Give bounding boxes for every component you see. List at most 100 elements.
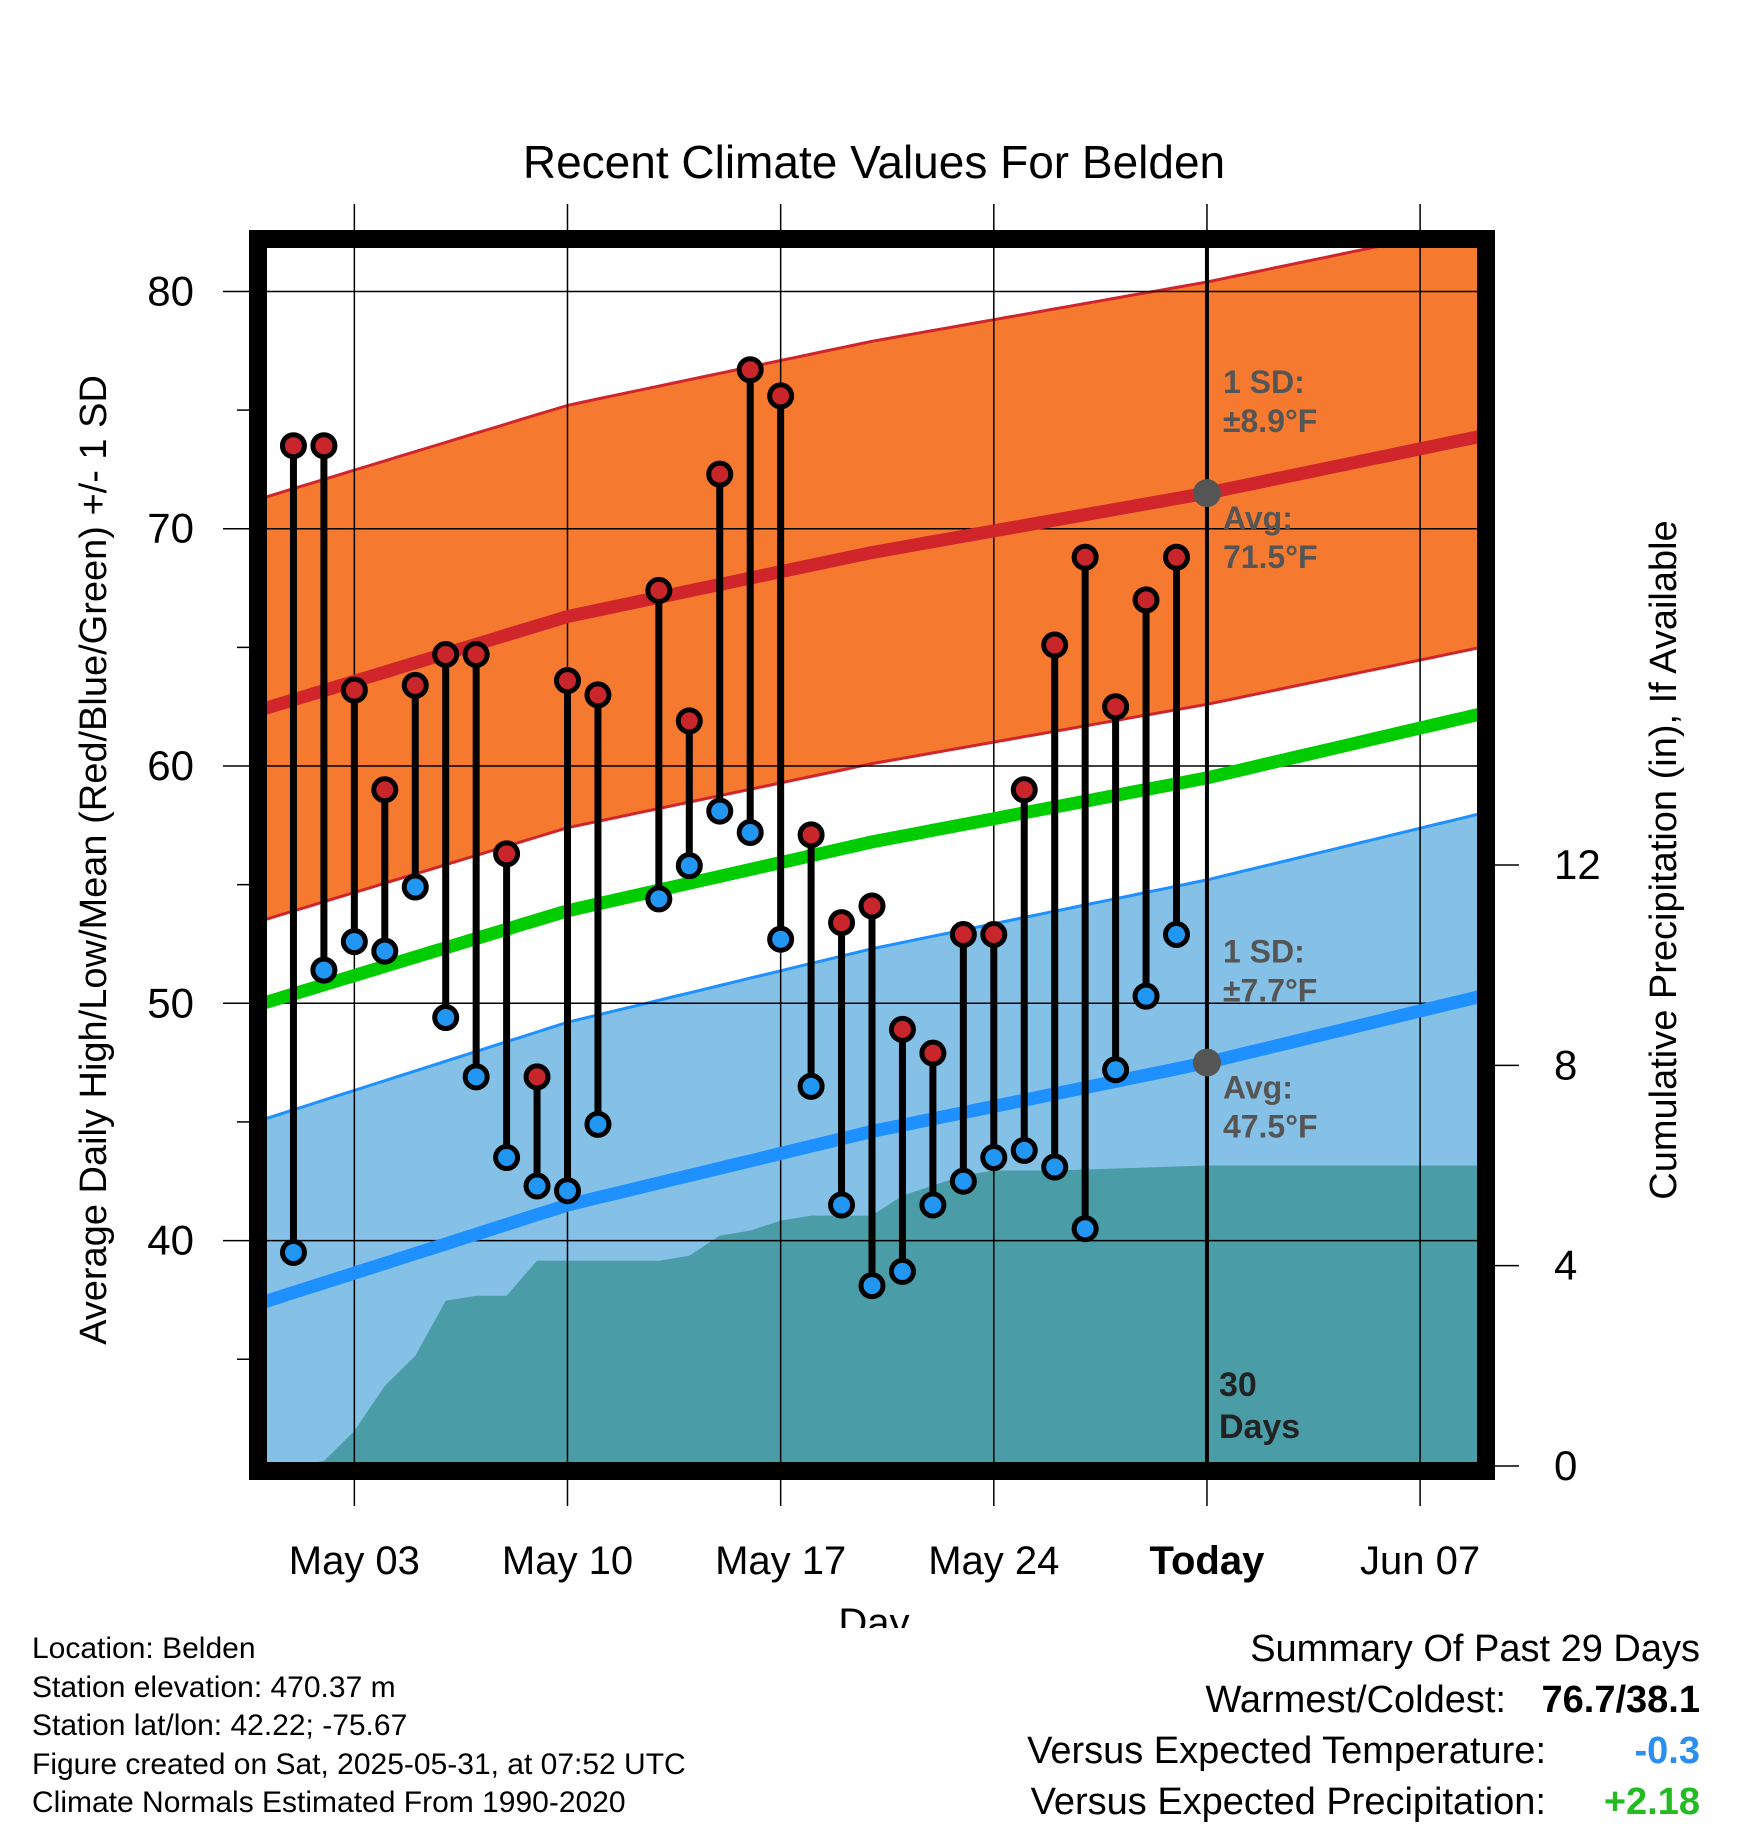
low-point [645, 885, 673, 913]
plot-frame [249, 230, 1495, 1480]
low-point [462, 1063, 490, 1091]
low-point [736, 818, 764, 846]
high-avg-today-marker [1192, 479, 1221, 508]
summary-title: Summary Of Past 29 Days [1250, 1628, 1700, 1670]
climate-chart: Recent Climate Values For Belden 1 SD: ±8… [73, 136, 1685, 1628]
high-point [736, 356, 764, 384]
high-point [919, 1039, 947, 1067]
high-point [706, 460, 734, 488]
low-avg-value: 47.5°F [1223, 1109, 1318, 1145]
low-point [554, 1177, 581, 1205]
low-point [1163, 920, 1190, 948]
high-point [432, 640, 460, 668]
elevation-text: Station elevation: 470.37 m [32, 1670, 396, 1704]
created-text: Figure created on Sat, 2025-05-31, at 07… [32, 1747, 686, 1781]
high-point [858, 892, 886, 920]
window-label-number: 30 [1219, 1366, 1257, 1404]
y-tick-label: 70 [147, 505, 194, 552]
low-point [858, 1272, 886, 1300]
low-point [1041, 1153, 1069, 1181]
summary-temp: Versus Expected Temperature: -0.3 [1027, 1726, 1700, 1777]
x-tick-label: Today [1150, 1539, 1266, 1583]
low-sd-label: 1 SD: [1223, 934, 1305, 970]
low-point [310, 956, 338, 984]
low-point [675, 852, 703, 880]
high-point [1071, 543, 1099, 571]
low-point [493, 1144, 521, 1172]
axes: 40 50 60 70 80 0 4 8 12 May 03 May 10 May 17 May 24 T… [147, 204, 1601, 1583]
high-point [371, 776, 399, 804]
y-tick-label: 40 [147, 1217, 194, 1264]
low-point [828, 1191, 856, 1219]
low-point [797, 1072, 825, 1100]
temp-value: -0.3 [1634, 1730, 1700, 1772]
high-avg-label: Avg: [1223, 500, 1293, 536]
low-point [919, 1191, 947, 1219]
low-point [523, 1172, 551, 1200]
high-point [279, 432, 307, 460]
high-point [554, 667, 581, 695]
warmest-value: 76.7/38.1 [1541, 1679, 1700, 1721]
high-point [401, 671, 429, 699]
high-upper-sd-line [263, 244, 1397, 500]
high-point [949, 920, 977, 948]
high-lower-sd-line [263, 645, 1481, 922]
high-point [1102, 693, 1130, 721]
low-point [1010, 1136, 1038, 1164]
x-tick-label: Jun 07 [1360, 1539, 1480, 1583]
low-point [401, 873, 429, 901]
high-point [310, 432, 338, 460]
window-label-days: Days [1219, 1408, 1300, 1446]
high-point [584, 681, 612, 709]
latlon-text: Station lat/lon: 42.22; -75.67 [32, 1709, 408, 1742]
high-point [523, 1063, 551, 1091]
low-point [1132, 982, 1160, 1010]
high-point [645, 576, 673, 604]
y2-tick-label: 12 [1554, 841, 1601, 888]
warmest-label: Warmest/Coldest: [1205, 1679, 1506, 1721]
low-point [584, 1110, 612, 1138]
high-sd-value: ±8.9°F [1223, 403, 1317, 439]
low-avg-today-marker [1192, 1048, 1221, 1077]
high-point [1010, 776, 1038, 804]
high-point [767, 382, 795, 410]
location-text: Location: Belden [32, 1632, 256, 1665]
x-tick-label: May 10 [502, 1539, 633, 1583]
low-point [949, 1167, 977, 1195]
high-point [828, 909, 856, 937]
low-point [706, 797, 734, 825]
high-point [1132, 586, 1160, 614]
low-point [432, 1004, 460, 1032]
y-axis-label: Average Daily High/Low/Mean (Red/Blue/Gr… [73, 375, 115, 1345]
y2-tick-label: 8 [1554, 1041, 1577, 1088]
low-point [279, 1238, 307, 1266]
low-point [1102, 1056, 1130, 1084]
summary-panel: Summary Of Past 29 Days Warmest/Coldest:… [1027, 1624, 1700, 1828]
chart-title: Recent Climate Values For Belden [523, 136, 1225, 188]
y-tick-label: 80 [147, 267, 194, 314]
temp-label: Versus Expected Temperature: [1027, 1730, 1546, 1772]
high-point [1163, 543, 1190, 571]
low-point [888, 1257, 916, 1285]
mean-avg-line [263, 707, 1481, 1010]
low-point [767, 925, 795, 953]
high-point [340, 676, 368, 704]
x-axis-label: Day [838, 1601, 909, 1628]
y-tick-label: 60 [147, 742, 194, 789]
x-tick-label: May 17 [715, 1539, 846, 1583]
high-avg-value: 71.5°F [1223, 539, 1318, 575]
y2-axis-label: Cumulative Precipitation (in), If Availa… [1643, 520, 1685, 1199]
high-point [462, 640, 490, 668]
precip-value: +2.18 [1603, 1781, 1700, 1823]
high-point [1041, 631, 1069, 659]
y-tick-label: 50 [147, 979, 194, 1026]
high-point [493, 840, 521, 868]
low-point [980, 1144, 1008, 1172]
low-avg-label: Avg: [1223, 1070, 1293, 1106]
low-sd-value: ±7.7°F [1223, 973, 1317, 1009]
high-point [675, 707, 703, 735]
y2-tick-label: 0 [1554, 1442, 1577, 1489]
high-point [980, 920, 1008, 948]
low-point [371, 937, 399, 965]
